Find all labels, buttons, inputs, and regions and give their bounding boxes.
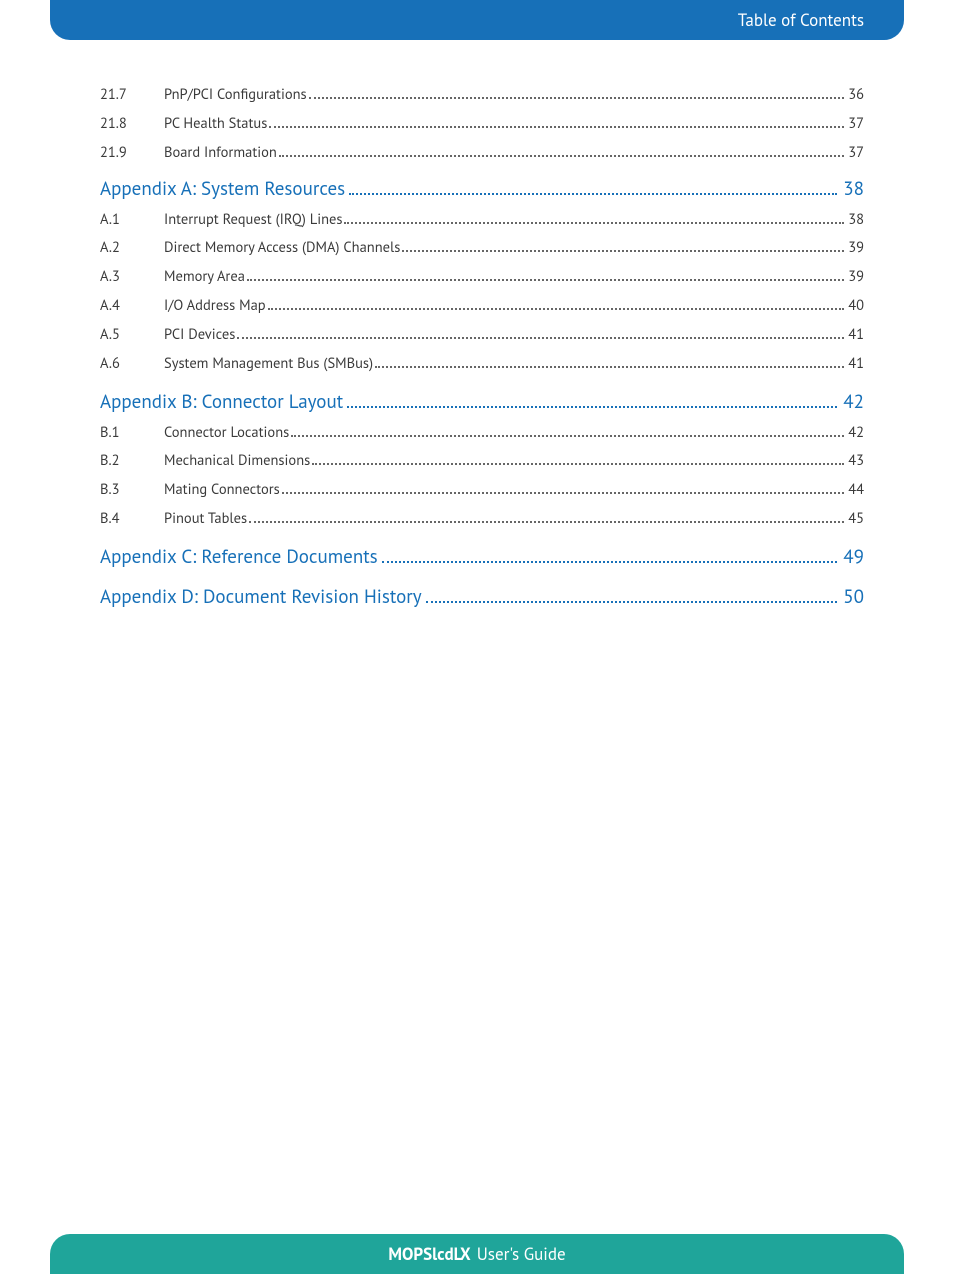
toc-heading-title: Appendix D: Document Revision History [100,585,422,609]
toc-heading-title: Appendix C: Reference Documents [100,545,378,569]
toc-leader-dots [249,521,844,523]
toc-entry-page: 45 [848,510,864,529]
toc-entry-number: A.4 [100,297,164,316]
toc-leader-dots [349,193,837,195]
header-title: Table of Contents [738,9,864,31]
toc-leader-dots [344,222,844,224]
toc-entry-title: I/O Address Map [164,297,266,316]
toc-entry-number: A.1 [100,211,164,230]
toc-heading-title: Appendix A: System Resources [100,177,345,201]
toc-leader-dots [268,308,845,310]
toc-entry[interactable]: 21.8PC Health Status 37 [100,115,864,134]
toc-entry-number: A.2 [100,239,164,258]
toc-entry-number: 21.7 [100,86,164,105]
toc-entry-title: Interrupt Request (IRQ) Lines [164,211,342,230]
toc-leader-dots [279,155,844,157]
header-bar: Table of Contents [50,0,904,40]
toc-entry-number: B.2 [100,452,164,471]
toc-entry-number: 21.8 [100,115,164,134]
toc-section-heading[interactable]: Appendix C: Reference Documents 49 [100,545,864,569]
toc-entry-number: B.4 [100,510,164,529]
toc-leader-dots [237,337,844,339]
toc-entry-title: Memory Area [164,268,245,287]
toc-entry[interactable]: A.6System Management Bus (SMBus) 41 [100,355,864,374]
toc-entry-page: 37 [848,144,864,163]
toc-entry[interactable]: A.4I/O Address Map 40 [100,297,864,316]
toc-entry-title: PC Health Status [164,115,267,134]
toc-entry-page: 41 [848,326,864,345]
toc-entry-page: 36 [848,86,864,105]
toc-entry-page: 39 [848,268,864,287]
toc-entry-number: A.6 [100,355,164,374]
toc-entry-title: Connector Locations [164,424,289,443]
toc-entry-number: 21.9 [100,144,164,163]
toc-section-heading[interactable]: Appendix B: Connector Layout 42 [100,390,864,414]
toc-entry-page: 44 [848,481,864,500]
toc-entry[interactable]: B.4Pinout Tables 45 [100,510,864,529]
toc-entry[interactable]: 21.7PnP/PCI Configurations 36 [100,86,864,105]
toc-entry-number: A.3 [100,268,164,287]
toc-heading-title: Appendix B: Connector Layout [100,390,343,414]
toc-leader-dots [291,435,844,437]
toc-leader-dots [426,601,838,603]
toc-entry[interactable]: B.1Connector Locations 42 [100,424,864,443]
toc-entry-title: System Management Bus (SMBus) [164,355,373,374]
toc-entry-page: 41 [848,355,864,374]
toc-heading-page: 49 [843,545,864,569]
footer-bar: MOPSlcdLX User's Guide [50,1234,904,1274]
toc-entry[interactable]: A.3Memory Area 39 [100,268,864,287]
toc-entry[interactable]: A.5PCI Devices 41 [100,326,864,345]
toc-entry-page: 42 [848,424,864,443]
toc-leader-dots [312,463,844,465]
toc-entry[interactable]: B.2Mechanical Dimensions 43 [100,452,864,471]
toc-entry-number: B.1 [100,424,164,443]
toc-leader-dots [309,97,845,99]
toc-entry[interactable]: B.3Mating Connectors 44 [100,481,864,500]
toc-entry[interactable]: 21.9Board Information 37 [100,144,864,163]
toc-leader-dots [402,250,844,252]
toc-entry-title: Board Information [164,144,277,163]
toc-heading-page: 50 [843,585,864,609]
toc-entry-title: Direct Memory Access (DMA) Channels [164,239,400,258]
footer-product: MOPSlcdLX [388,1243,470,1265]
toc-entry-page: 39 [848,239,864,258]
toc-leader-dots [382,561,838,563]
toc-entry-title: Pinout Tables [164,510,247,529]
footer-suffix: User's Guide [477,1243,566,1265]
toc-entry-title: PCI Devices [164,326,235,345]
toc-heading-page: 38 [843,177,864,201]
toc-leader-dots [247,279,844,281]
toc-entry-title: Mating Connectors [164,481,280,500]
toc-entry-page: 43 [848,452,864,471]
toc-entry-title: Mechanical Dimensions [164,452,310,471]
toc-entry[interactable]: A.2Direct Memory Access (DMA) Channels 39 [100,239,864,258]
toc-entry-number: B.3 [100,481,164,500]
toc-entry[interactable]: A.1Interrupt Request (IRQ) Lines 38 [100,211,864,230]
toc-leader-dots [269,126,844,128]
toc-entry-page: 38 [848,211,864,230]
toc-section-heading[interactable]: Appendix A: System Resources 38 [100,177,864,201]
toc-leader-dots [375,366,844,368]
toc-heading-page: 42 [843,390,864,414]
toc-entry-page: 37 [848,115,864,134]
toc-entry-page: 40 [848,297,864,316]
toc-entry-number: A.5 [100,326,164,345]
toc-content: 21.7PnP/PCI Configurations 36 21.8PC Healt… [100,86,864,619]
toc-section-heading[interactable]: Appendix D: Document Revision History 50 [100,585,864,609]
toc-leader-dots [347,406,837,408]
toc-leader-dots [282,492,844,494]
toc-entry-title: PnP/PCI Configurations [164,86,307,105]
